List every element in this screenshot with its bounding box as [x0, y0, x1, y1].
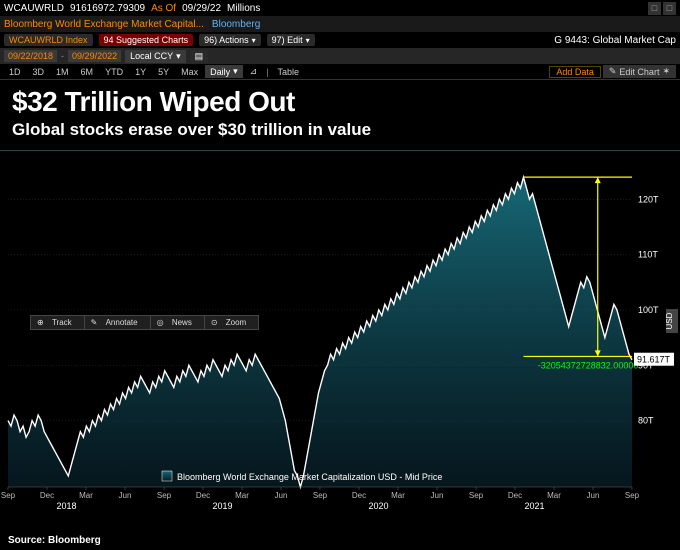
chart-id-link[interactable]: G 9443: Global Market Cap [554, 35, 676, 46]
asof-date: 09/29/22 [182, 3, 221, 14]
svg-text:Jun: Jun [275, 491, 288, 500]
date-to-input[interactable]: 09/29/2022 [68, 50, 121, 62]
svg-text:Mar: Mar [235, 491, 249, 500]
headline-subtitle: Global stocks erase over $30 trillion in… [12, 120, 668, 140]
track-button[interactable]: ⊕ Track [31, 316, 85, 329]
svg-text:Sep: Sep [313, 491, 328, 500]
svg-text:Mar: Mar [547, 491, 561, 500]
svg-text:2019: 2019 [212, 501, 232, 511]
date-range-row: 09/22/2018 - 09/29/2022 Local CCY▾ ▤ [0, 48, 680, 64]
headline-title: $32 Trillion Wiped Out [12, 86, 668, 118]
window-button-1[interactable]: □ [648, 2, 661, 15]
view-chart-button[interactable]: ⊿ [245, 65, 263, 78]
price-chart[interactable]: -32054372728832.0000080T90T100T110T120TU… [0, 151, 680, 531]
tf-3d[interactable]: 3D [28, 66, 50, 78]
svg-text:2021: 2021 [524, 501, 544, 511]
annotate-button[interactable]: ✎ Annotate [85, 316, 151, 329]
svg-text:2018: 2018 [56, 501, 76, 511]
tf-5y[interactable]: 5Y [153, 66, 174, 78]
svg-text:Sep: Sep [1, 491, 16, 500]
svg-text:80T: 80T [638, 416, 654, 426]
svg-text:Sep: Sep [469, 491, 484, 500]
edit-dropdown[interactable]: 97) Edit▾ [267, 34, 315, 46]
svg-text:Jun: Jun [587, 491, 600, 500]
tf-6m[interactable]: 6M [76, 66, 99, 78]
svg-text:Bloomberg World Exchange Marke: Bloomberg World Exchange Market Capitali… [177, 472, 442, 482]
svg-text:Jun: Jun [119, 491, 132, 500]
source-link[interactable]: Bloomberg [212, 19, 260, 30]
svg-text:110T: 110T [638, 250, 658, 260]
period-dropdown[interactable]: Daily▾ [205, 65, 243, 78]
tf-1d[interactable]: 1D [4, 66, 26, 78]
svg-text:91.617T: 91.617T [637, 355, 671, 365]
instrument-name: Bloomberg World Exchange Market Capital.… [4, 19, 204, 30]
tf-1m[interactable]: 1M [51, 66, 74, 78]
tf-ytd[interactable]: YTD [100, 66, 128, 78]
svg-text:USD: USD [665, 312, 674, 329]
chart-container: -32054372728832.0000080T90T100T110T120TU… [0, 151, 680, 531]
svg-text:Mar: Mar [391, 491, 405, 500]
svg-text:Dec: Dec [40, 491, 54, 500]
suggested-charts-button[interactable]: 94 Suggested Charts [99, 34, 194, 46]
svg-text:Sep: Sep [157, 491, 172, 500]
svg-text:Jun: Jun [431, 491, 444, 500]
news-button[interactable]: ◎ News [151, 316, 205, 329]
ccy-dropdown[interactable]: Local CCY▾ [125, 50, 186, 63]
date-sep: - [61, 51, 64, 61]
ticker-value: 91616972.79309 [70, 3, 145, 14]
svg-text:120T: 120T [638, 194, 659, 204]
svg-text:Sep: Sep [625, 491, 640, 500]
units-label: Millions [227, 3, 260, 14]
timeframe-row: 1D 3D 1M 6M YTD 1Y 5Y Max Daily▾ ⊿ | Tab… [0, 64, 680, 80]
actions-dropdown[interactable]: 96) Actions▾ [199, 34, 261, 46]
date-from-input[interactable]: 09/22/2018 [4, 50, 57, 62]
svg-text:100T: 100T [638, 305, 659, 315]
ticker-code: WCAUWRLD [4, 3, 64, 14]
terminal-header-row-2: Bloomberg World Exchange Market Capital.… [0, 16, 680, 32]
zoom-button[interactable]: ⊙ Zoom [205, 316, 258, 329]
window-button-2[interactable]: □ [663, 2, 676, 15]
svg-text:Mar: Mar [79, 491, 93, 500]
index-pill[interactable]: WCAUWRLD Index [4, 34, 93, 46]
add-data-button[interactable]: Add Data [549, 66, 601, 78]
svg-text:-32054372728832.00000: -32054372728832.00000 [538, 360, 639, 370]
edit-chart-button[interactable]: ✎Edit Chart✶ [603, 65, 676, 78]
terminal-toolbar-row: WCAUWRLD Index 94 Suggested Charts 96) A… [0, 32, 680, 48]
view-table-button[interactable]: Table [273, 66, 305, 78]
headline-block: $32 Trillion Wiped Out Global stocks era… [0, 80, 680, 151]
svg-text:Dec: Dec [196, 491, 210, 500]
tf-max[interactable]: Max [176, 66, 203, 78]
chart-mini-toolbar: ⊕ Track ✎ Annotate ◎ News ⊙ Zoom [30, 315, 259, 330]
svg-text:Dec: Dec [508, 491, 522, 500]
source-footer: Source: Bloomberg [8, 535, 101, 546]
svg-text:2020: 2020 [368, 501, 388, 511]
tf-1y[interactable]: 1Y [130, 66, 151, 78]
svg-text:Dec: Dec [352, 491, 366, 500]
scale-dropdown[interactable]: ▤ [190, 50, 209, 63]
terminal-header-row-1: WCAUWRLD 91616972.79309 As Of 09/29/22 M… [0, 0, 680, 16]
asof-label: As Of [151, 3, 176, 14]
